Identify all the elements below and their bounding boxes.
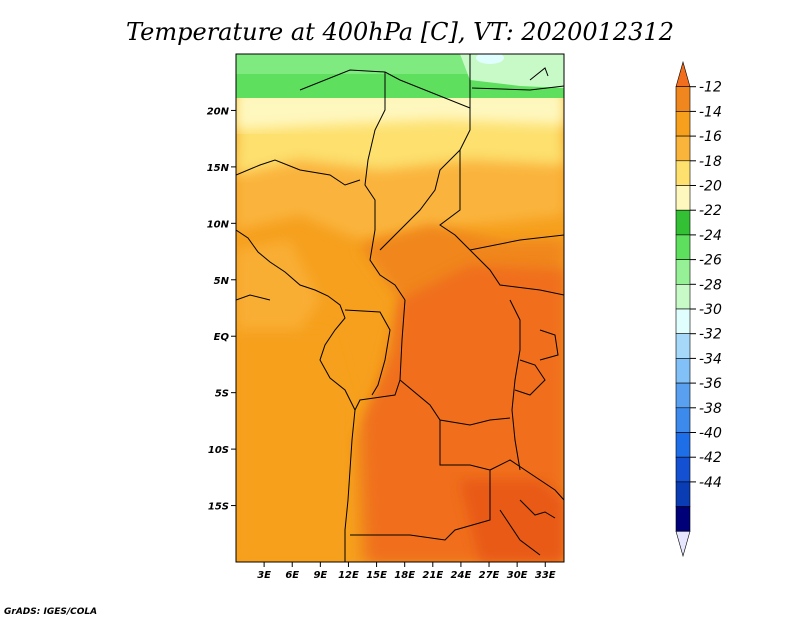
x-tick-label: 18E — [394, 570, 415, 581]
colorbar-swatch — [675, 259, 691, 285]
colorbar-swatch — [675, 506, 691, 532]
colorbar-swatch — [675, 209, 691, 236]
y-tick-label: 10N — [207, 219, 230, 230]
temperature-field — [236, 54, 564, 562]
colorbar-label: -38 — [699, 401, 722, 417]
colorbar-swatch — [675, 382, 691, 409]
colorbar-label: -12 — [699, 80, 722, 96]
colorbar-label: -40 — [699, 426, 722, 442]
y-tick-label: 5S — [215, 389, 229, 400]
colorbar-label: -20 — [699, 179, 722, 195]
x-tick-label: 9E — [313, 570, 327, 581]
y-tick-label: 10S — [208, 445, 229, 456]
colorbar-label: -16 — [699, 129, 722, 145]
colorbar-swatch — [675, 456, 691, 483]
y-tick-label: 15S — [208, 502, 229, 513]
y-tick-label: 20N — [207, 106, 230, 117]
colorbar-swatch — [675, 135, 691, 162]
colorbar-label: -42 — [699, 450, 722, 466]
colorbar-label: -28 — [699, 277, 722, 293]
colorbar-swatch — [675, 111, 691, 137]
chart-title: Temperature at 400hPa [C], VT: 202001231… — [126, 18, 674, 46]
y-tick-label: 15N — [207, 163, 230, 174]
x-tick-label: 21E — [422, 570, 443, 581]
colorbar-swatch — [675, 185, 691, 211]
x-tick-label: 15E — [366, 570, 387, 581]
colorbar-swatch — [675, 308, 691, 335]
colorbar-label: -26 — [699, 253, 722, 269]
colorbar-swatch — [675, 283, 691, 310]
colorbar-label: -34 — [699, 351, 722, 367]
colorbar-label: -24 — [699, 228, 722, 244]
colorbar-label: -32 — [699, 327, 722, 343]
y-axis: 20N 15N 10N 5N EQ 5S 10S 15S — [207, 106, 236, 513]
colorbar-swatch — [675, 60, 691, 87]
colorbar-label: -22 — [699, 203, 722, 219]
map-frame — [235, 53, 565, 563]
colorbar-swatch — [675, 86, 691, 112]
colorbar-label: -30 — [699, 302, 722, 318]
y-tick-label: 5N — [214, 276, 230, 287]
x-tick-label: 6E — [285, 570, 299, 581]
colorbar-swatch — [675, 234, 691, 260]
colorbar-swatch — [675, 358, 691, 384]
colorbar-swatch — [675, 531, 691, 558]
colorbar-label: -14 — [699, 104, 722, 120]
grads-credit: GrADS: IGES/COLA — [4, 607, 97, 617]
x-tick-label: 24E — [451, 570, 472, 581]
colorbar-label: -36 — [699, 376, 722, 392]
colorbar-label: -44 — [699, 475, 722, 491]
colorbar: -12 -14 -16 -18 -20 -22 -24 -26 -28 -30 -32 -34 -36 -… — [675, 60, 722, 558]
colorbar-swatch — [675, 333, 691, 359]
x-tick-label: 27E — [479, 570, 500, 581]
coastline-borders — [236, 54, 564, 562]
y-tick-label: EQ — [214, 332, 230, 343]
colorbar-label: -18 — [699, 154, 722, 170]
x-tick-label: 33E — [535, 570, 556, 581]
colorbar-swatch — [675, 481, 691, 507]
colorbar-swatch — [675, 407, 691, 433]
x-axis: 3E 6E 9E 12E 15E 18E 21E 24E 27E 30E 33E — [257, 562, 556, 581]
x-tick-label: 12E — [338, 570, 359, 581]
colorbar-swatch — [675, 432, 691, 458]
x-tick-label: 3E — [257, 570, 271, 581]
colorbar-swatch — [675, 160, 691, 186]
x-tick-label: 30E — [507, 570, 528, 581]
